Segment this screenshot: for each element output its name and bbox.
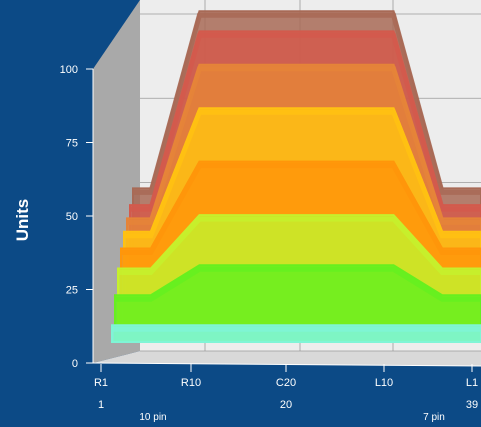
- x-tick-label-R10: R10: [181, 377, 201, 389]
- series-ridge-2: [118, 216, 481, 275]
- x-annotation-7-pin: 7 pin: [423, 412, 445, 423]
- y-tick-label-75: 75: [66, 138, 78, 150]
- x-number-39: 39: [466, 399, 478, 411]
- y-axis-label: Units: [13, 199, 32, 242]
- series-ridge-6: [130, 32, 481, 212]
- y-tick-label-50: 50: [66, 211, 78, 223]
- series-ridge-4: [124, 109, 481, 239]
- series-ridge-5: [127, 66, 481, 225]
- x-ticks: R1 R10 C20 L10 L1: [94, 364, 478, 389]
- series-layer: [111, 10, 481, 343]
- y-ticks: 0 25 50 75 100: [60, 64, 93, 370]
- x-tick-label-C20: C20: [276, 377, 296, 389]
- x-tick-label-L1: L1: [466, 377, 478, 389]
- y-tick-label-100: 100: [60, 64, 78, 76]
- series-ridge-1: [115, 266, 481, 302]
- series-ridge-3: [121, 163, 481, 255]
- y-tick-label-25: 25: [66, 285, 78, 297]
- x-tick-label-R1: R1: [94, 377, 108, 389]
- x-tick-label-L10: L10: [375, 377, 393, 389]
- x-number-20: 20: [280, 399, 292, 411]
- y-tick-label-0: 0: [72, 358, 78, 370]
- x-number-1: 1: [98, 399, 104, 411]
- floor: [93, 351, 481, 366]
- x-axis-line: [92, 362, 481, 367]
- x-annotation-10-pin: 10 pin: [139, 412, 166, 423]
- series-ridge-7: [133, 12, 481, 195]
